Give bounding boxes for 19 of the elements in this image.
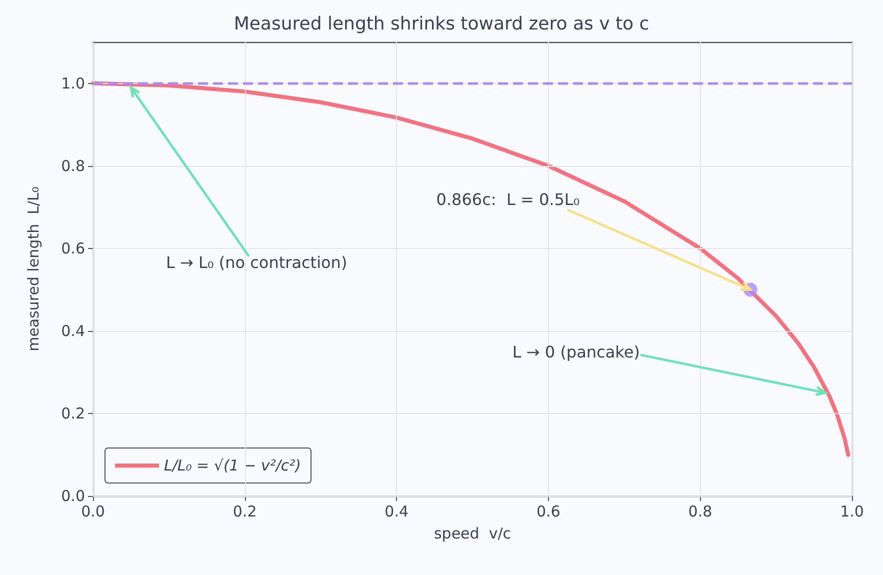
chart-title: Measured length shrinks toward zero as v to c: [234, 14, 650, 34]
x-tick-label: 0.6: [536, 502, 560, 520]
y-tick-label: 0.2: [61, 404, 85, 422]
y-tick-label: 0.8: [61, 156, 85, 175]
x-tick-label: 0.2: [232, 502, 257, 520]
line-series: [91, 81, 850, 457]
x-tick-label: 0.8: [688, 502, 712, 520]
y-tick-label: 0.0: [61, 487, 85, 505]
annotation: L → L₀ (no contraction): [166, 252, 348, 272]
x-axis-title: speed v/c: [434, 524, 512, 542]
x-tick-label: 1.0: [840, 502, 864, 520]
y-tick-label: 0.4: [61, 322, 85, 340]
y-tick-label: 0.6: [61, 239, 85, 258]
x-tick-label: 0.0: [81, 502, 105, 520]
x-tick-label: 0.4: [384, 502, 409, 520]
y-tick-label: 1.0: [61, 74, 85, 92]
y-axis-title: measured length L/L₀: [24, 186, 42, 352]
annotation: 0.866c: L = 0.5L₀: [436, 190, 580, 210]
annotation: L → 0 (pancake): [512, 342, 640, 362]
